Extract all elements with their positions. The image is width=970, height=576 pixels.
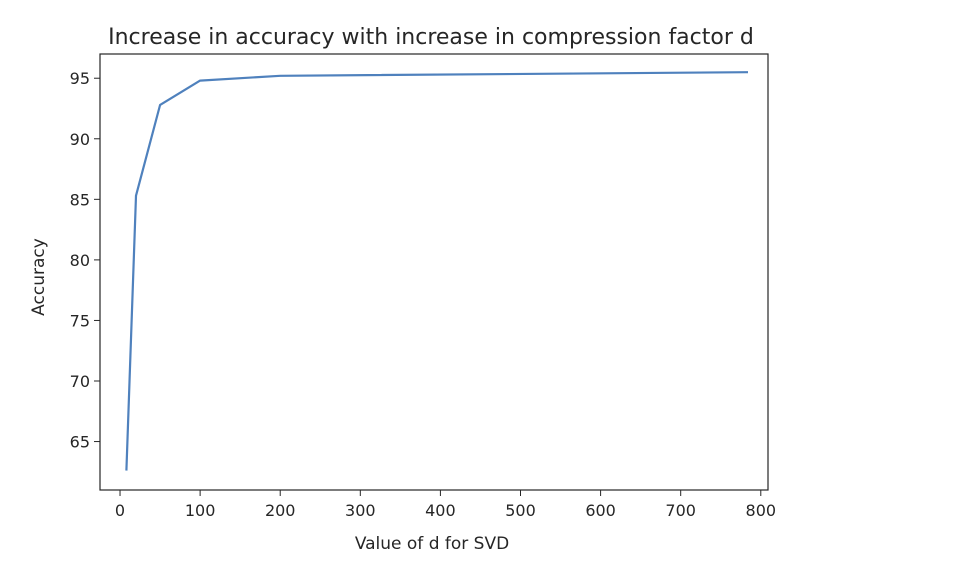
series-layer [125,71,749,471]
y-axis-ticks: 65 70 75 80 85 90 95 [70,69,100,452]
y-tick-label: 75 [70,311,90,330]
x-axis-label: Value of d for SVD [355,534,509,554]
y-axis-label: Accuracy [29,238,49,316]
y-tick-label: 70 [70,372,90,391]
y-tick-label: 85 [70,190,90,209]
x-tick-label: 300 [345,501,376,520]
plot-frame [99,53,769,491]
x-tick-label: 700 [665,501,696,520]
y-tick-label: 80 [70,251,90,270]
y-tick-label: 95 [70,69,90,88]
series-line [125,71,749,471]
x-tick-label: 0 [115,501,125,520]
x-tick-label: 800 [746,501,777,520]
x-tick-label: 400 [425,501,456,520]
x-tick-label: 500 [505,501,536,520]
x-tick-label: 200 [265,501,296,520]
chart-title: Increase in accuracy with increase in co… [108,25,754,50]
x-axis-ticks: 0 100 200 300 400 500 600 700 800 [115,490,776,520]
x-tick-label: 100 [185,501,216,520]
y-tick-label: 90 [70,130,90,149]
y-tick-label: 65 [70,433,90,452]
x-tick-label: 600 [585,501,616,520]
